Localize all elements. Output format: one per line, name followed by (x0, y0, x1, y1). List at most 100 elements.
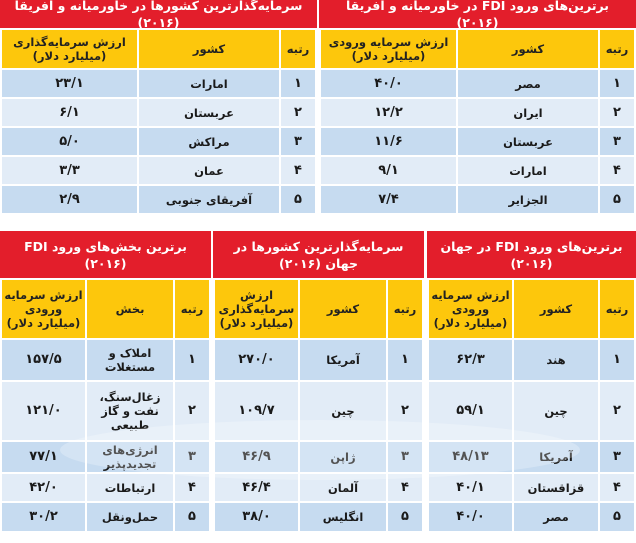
rank-cell: ۲ (388, 382, 422, 440)
header-rank: رتبه (600, 280, 634, 338)
rank-cell: ۳ (600, 442, 634, 472)
value-cell: ۴۰/۰ (321, 70, 456, 97)
value-cell: ۱۵۷/۵ (2, 340, 85, 380)
rank-cell: ۱ (600, 340, 634, 380)
value-cell: ۴۸/۱۳ (429, 442, 512, 472)
value-cell: ۲/۹ (2, 186, 137, 213)
rank-cell: ۳ (175, 442, 209, 472)
value-cell: ۵/۰ (2, 128, 137, 155)
name-cell: مصر (514, 503, 598, 531)
table-title: سرمایه‌گذارترین کشورها در جهان (۲۰۱۶) (213, 231, 424, 278)
header-value: ارزش سرمایه‌گذاری (میلیارد دلار) (215, 280, 298, 338)
table-row: ۲ چین ۱۰۹/۷ (215, 382, 422, 440)
table-fdi-sectors: برترین بخش‌های ورود FDI (۲۰۱۶) رتبه بخش ارز… (0, 231, 211, 533)
name-cell: زغال‌سنگ، نفت و گاز طبیعی (87, 382, 173, 440)
header-value: ارزش سرمایه‌گذاری (میلیارد دلار) (2, 30, 137, 68)
rank-cell: ۵ (388, 503, 422, 531)
rank-cell: ۳ (388, 442, 422, 472)
table-row: ۲ زغال‌سنگ، نفت و گاز طبیعی ۱۲۱/۰ (2, 382, 209, 440)
name-cell: مراکش (139, 128, 279, 155)
rank-cell: ۵ (600, 503, 634, 531)
header-value: ارزش سرمایه ورودی (میلیارد دلار) (429, 280, 512, 338)
name-cell: هند (514, 340, 598, 380)
rank-cell: ۴ (281, 157, 315, 184)
table-investors-mena: سرمایه‌گذارترین کشورها در خاورمیانه و آف… (0, 0, 317, 215)
name-cell: عمان (139, 157, 279, 184)
table-row: ۴ آلمان ۴۶/۴ (215, 474, 422, 501)
rank-cell: ۲ (600, 99, 634, 126)
table-title: سرمایه‌گذارترین کشورها در خاورمیانه و آف… (0, 0, 317, 30)
rank-cell: ۴ (388, 474, 422, 501)
rank-cell: ۲ (600, 382, 634, 440)
table-investors-world: سرمایه‌گذارترین کشورها در جهان (۲۰۱۶) رتب… (213, 231, 424, 533)
value-cell: ۱۲/۲ (321, 99, 456, 126)
name-cell: ژاپن (300, 442, 386, 472)
name-cell: امارات (458, 157, 598, 184)
value-cell: ۶۲/۳ (429, 340, 512, 380)
header-rank: رتبه (388, 280, 422, 338)
name-cell: انرژی‌های تجدیدپذیر (87, 442, 173, 472)
table-row: ۵ مصر ۴۰/۰ (429, 503, 634, 531)
table-row: ۳ انرژی‌های تجدیدپذیر ۷۷/۱ (2, 442, 209, 472)
header-name: کشور (300, 280, 386, 338)
rank-cell: ۵ (600, 186, 634, 213)
value-cell: ۳۸/۰ (215, 503, 298, 531)
table-row: ۵ انگلیس ۳۸/۰ (215, 503, 422, 531)
value-cell: ۳/۳ (2, 157, 137, 184)
table-row: ۵ الجزایر ۷/۴ (321, 186, 634, 213)
value-cell: ۴۶/۹ (215, 442, 298, 472)
table-row: ۲ چین ۵۹/۱ (429, 382, 634, 440)
value-cell: ۴۰/۱ (429, 474, 512, 501)
table-title: برترین‌های ورود FDI در جهان (۲۰۱۶) (427, 231, 636, 278)
header-rank: رتبه (281, 30, 315, 68)
rank-cell: ۴ (600, 157, 634, 184)
name-cell: عربستان (139, 99, 279, 126)
name-cell: امارات (139, 70, 279, 97)
rank-cell: ۳ (281, 128, 315, 155)
rank-cell: ۲ (281, 99, 315, 126)
rank-cell: ۴ (600, 474, 634, 501)
value-cell: ۶/۱ (2, 99, 137, 126)
value-cell: ۳۰/۲ (2, 503, 85, 531)
table-row: ۳ ژاپن ۴۶/۹ (215, 442, 422, 472)
rank-cell: ۴ (175, 474, 209, 501)
name-cell: مصر (458, 70, 598, 97)
name-cell: الجزایر (458, 186, 598, 213)
name-cell: چین (514, 382, 598, 440)
value-cell: ۹/۱ (321, 157, 456, 184)
table-row: ۴ عمان ۳/۳ (2, 157, 315, 184)
name-cell: ارتباطات (87, 474, 173, 501)
table-fdi-mena: برترین‌های ورود FDI در خاورمیانه و آفریق… (319, 0, 636, 215)
table-row: ۱ امارات ۲۳/۱ (2, 70, 315, 97)
table-fdi-world: برترین‌های ورود FDI در جهان (۲۰۱۶) رتبه کش… (427, 231, 636, 533)
header-rank: رتبه (175, 280, 209, 338)
header-value: ارزش سرمایه ورودی (میلیارد دلار) (2, 280, 85, 338)
name-cell: عربستان (458, 128, 598, 155)
table-row: ۵ آفریقای جنوبی ۲/۹ (2, 186, 315, 213)
table-row: ۴ امارات ۹/۱ (321, 157, 634, 184)
table-row: ۲ عربستان ۶/۱ (2, 99, 315, 126)
table-row: ۴ ارتباطات ۴۲/۰ (2, 474, 209, 501)
table-row: ۱ آمریکا ۲۷۰/۰ (215, 340, 422, 380)
name-cell: آلمان (300, 474, 386, 501)
header-name: کشور (458, 30, 598, 68)
name-cell: انگلیس (300, 503, 386, 531)
table-row: ۱ هند ۶۲/۳ (429, 340, 634, 380)
rank-cell: ۵ (175, 503, 209, 531)
value-cell: ۷/۴ (321, 186, 456, 213)
header-name: بخش (87, 280, 173, 338)
rank-cell: ۱ (388, 340, 422, 380)
rank-cell: ۱ (600, 70, 634, 97)
header-rank: رتبه (600, 30, 634, 68)
header-name: کشور (139, 30, 279, 68)
rank-cell: ۵ (281, 186, 315, 213)
name-cell: حمل‌ونقل (87, 503, 173, 531)
value-cell: ۵۹/۱ (429, 382, 512, 440)
table-row: ۳ مراکش ۵/۰ (2, 128, 315, 155)
name-cell: قزاقستان (514, 474, 598, 501)
table-row: ۲ ایران ۱۲/۲ (321, 99, 634, 126)
table-row: ۳ عربستان ۱۱/۶ (321, 128, 634, 155)
value-cell: ۴۰/۰ (429, 503, 512, 531)
value-cell: ۱۱/۶ (321, 128, 456, 155)
name-cell: آفریقای جنوبی (139, 186, 279, 213)
